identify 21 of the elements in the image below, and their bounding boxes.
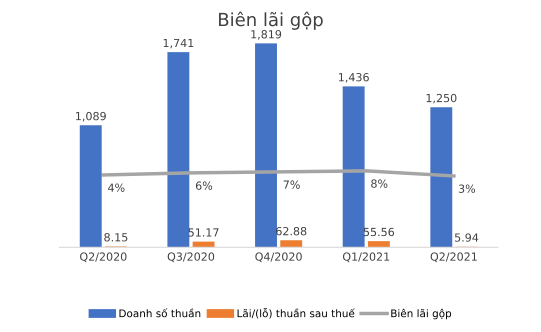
data-label: 8%: [371, 179, 388, 188]
data-label: 7%: [284, 180, 300, 189]
data-label: 6%: [196, 181, 212, 190]
data-label: 5.94: [454, 233, 478, 242]
chart-title: Biên lãi gộp: [219, 12, 323, 30]
data-label: 1,250: [426, 94, 456, 104]
legend-label: Biên lãi gộp: [391, 308, 452, 320]
legend-label: Doanh số thuần: [119, 308, 200, 318]
x-tick-label: Q3/2020: [168, 252, 214, 262]
x-tick-label: Q1/2021: [342, 252, 390, 262]
data-label: 8.15: [104, 233, 128, 242]
data-label: 1,819: [251, 30, 282, 40]
data-label: 3%: [458, 184, 476, 193]
legend-label: Lãi/(lỗ) thuần sau thuế: [238, 308, 355, 319]
x-tick-label: Q4/2020: [255, 252, 302, 262]
data-label: 1,741: [164, 38, 194, 48]
data-label: 1,436: [338, 73, 369, 83]
x-tick-label: Q2/2021: [430, 252, 477, 262]
data-label: 1,089: [76, 112, 106, 122]
x-tick-label: Q2/2020: [80, 252, 127, 262]
data-label: 4%: [108, 183, 125, 192]
